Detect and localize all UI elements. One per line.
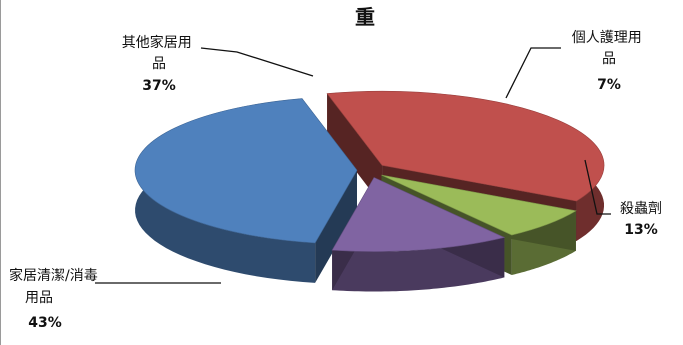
- svg-text:個人護理用 品: 個人護理用 品: [572, 30, 646, 67]
- slice-name-line2: 品: [152, 56, 166, 72]
- leader-other-household: [200, 47, 314, 77]
- svg-text:其他家居用 品: 其他家居用 品: [122, 34, 196, 72]
- slice-insecticide: [331, 177, 506, 292]
- slice-name-line1: 其他家居用: [122, 34, 192, 51]
- leader-lines: [95, 47, 611, 284]
- slice-radial-face: [315, 170, 358, 283]
- slice-top-face: [381, 174, 577, 236]
- slice-name: 殺蟲劑: [620, 200, 662, 217]
- slice-top-face: [326, 91, 605, 202]
- slice-top-face: [331, 177, 506, 252]
- slice-name-line2: 品: [602, 51, 616, 67]
- slice-percent: 7%: [597, 77, 621, 93]
- slice-label-personal-care: 個人護理用 品 7%: [572, 30, 646, 93]
- slice-radial-face: [327, 93, 383, 206]
- slice-label-other-household: 其他家居用 品 37%: [122, 34, 196, 94]
- slice-percent: 37%: [142, 78, 176, 94]
- leader-insecticide: [584, 159, 611, 215]
- pie-slices: [134, 91, 605, 292]
- slice-name-line1: 家居清潔/消毒: [9, 267, 98, 284]
- slice-name-line2: 用品: [25, 290, 53, 306]
- leader-personal-care: [505, 47, 561, 99]
- slice-household-cleaning: [134, 98, 358, 283]
- slice-name-line1: 個人護理用: [572, 30, 642, 46]
- slice-percent: 43%: [28, 315, 62, 331]
- chart-title: 重: [355, 5, 375, 29]
- slice-label-insecticide: 殺蟲劑 13%: [620, 200, 662, 238]
- slice-top-face: [134, 98, 358, 244]
- svg-text:家居清潔/消毒 用品: 家居清潔/消毒 用品: [9, 267, 102, 306]
- slice-percent: 13%: [624, 222, 658, 238]
- slice-label-household-cleaning: 家居清潔/消毒 用品 43%: [9, 267, 102, 331]
